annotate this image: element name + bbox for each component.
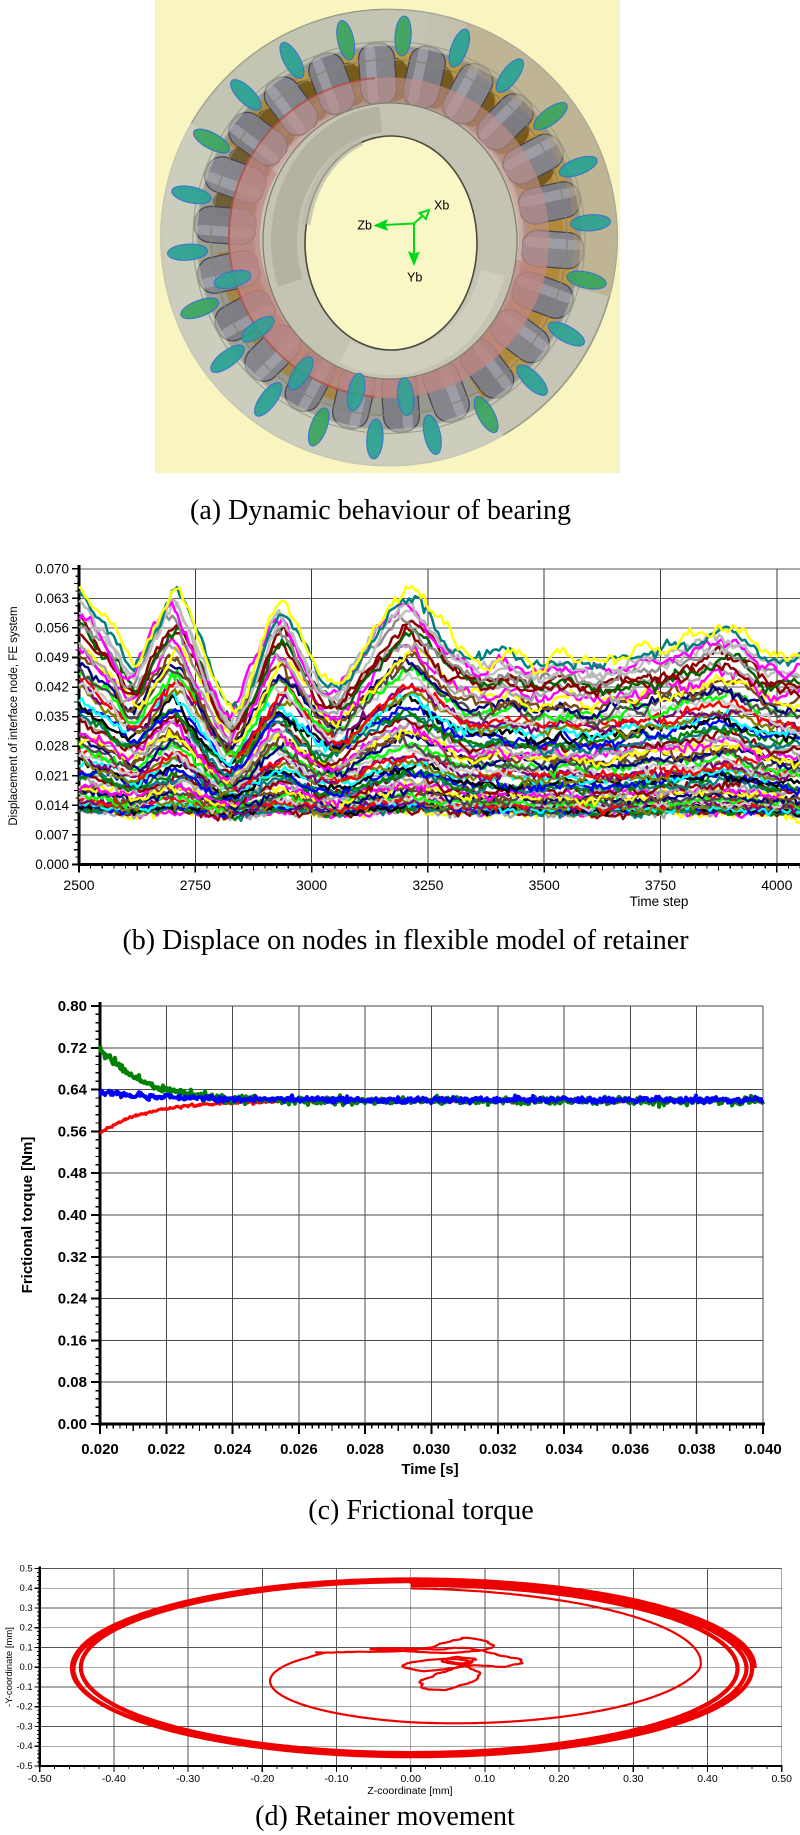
svg-text:0.028: 0.028 [346,1441,384,1458]
svg-text:0.030: 0.030 [413,1441,451,1458]
svg-text:0.021: 0.021 [35,768,69,783]
svg-text:0.1: 0.1 [19,1642,32,1653]
svg-text:0.040: 0.040 [744,1441,782,1458]
svg-text:Xb: Xb [434,199,449,213]
svg-text:0.2: 0.2 [19,1623,32,1634]
svg-text:0.24: 0.24 [58,1291,88,1308]
svg-text:-0.20: -0.20 [250,1773,274,1785]
svg-text:0.64: 0.64 [58,1082,88,1099]
svg-text:0.032: 0.032 [479,1441,517,1458]
svg-text:0.20: 0.20 [549,1773,570,1785]
svg-text:0.056: 0.056 [35,620,69,635]
svg-text:2500: 2500 [63,877,94,893]
svg-text:Displacement of interface node: Displacement of interface node, FE syste… [8,606,20,825]
svg-text:0.036: 0.036 [612,1441,650,1458]
svg-text:0.80: 0.80 [58,998,87,1015]
svg-text:3750: 3750 [645,877,676,893]
svg-text:0.08: 0.08 [58,1374,87,1391]
svg-text:Frictional torque [Nm]: Frictional torque [Nm] [19,1137,36,1294]
svg-text:0.48: 0.48 [58,1165,87,1182]
svg-text:0.049: 0.049 [35,650,69,665]
svg-text:0.50: 0.50 [771,1773,792,1785]
svg-text:2750: 2750 [180,877,211,893]
svg-text:0.00: 0.00 [58,1416,87,1433]
svg-text:0.063: 0.063 [35,591,69,606]
svg-text:0.16: 0.16 [58,1332,87,1349]
svg-text:0.10: 0.10 [475,1773,496,1785]
svg-text:0.3: 0.3 [19,1603,32,1614]
svg-text:0.40: 0.40 [697,1773,718,1785]
svg-text:0.0: 0.0 [19,1662,32,1673]
svg-text:-0.5: -0.5 [16,1761,32,1772]
svg-text:3000: 3000 [296,877,327,893]
svg-text:0.038: 0.038 [678,1441,716,1458]
svg-text:-0.40: -0.40 [102,1773,126,1785]
svg-text:3250: 3250 [412,877,443,893]
svg-text:0.026: 0.026 [280,1441,318,1458]
svg-text:0.5: 0.5 [19,1563,32,1574]
svg-text:Yb: Yb [407,271,422,285]
svg-text:-0.30: -0.30 [176,1773,200,1785]
svg-text:0.72: 0.72 [58,1040,87,1057]
svg-text:0.30: 0.30 [623,1773,644,1785]
svg-text:0.32: 0.32 [58,1249,87,1266]
svg-text:Time [s]: Time [s] [401,1461,458,1478]
svg-text:0.007: 0.007 [35,827,69,842]
svg-text:3500: 3500 [529,877,560,893]
svg-text:0.00: 0.00 [400,1773,421,1785]
svg-text:0.022: 0.022 [148,1441,186,1458]
svg-text:0.56: 0.56 [58,1123,87,1140]
svg-text:-0.2: -0.2 [16,1702,32,1713]
svg-text:Zb: Zb [357,219,372,233]
svg-text:0.014: 0.014 [35,798,69,813]
svg-text:-0.50: -0.50 [28,1773,52,1785]
svg-text:-0.1: -0.1 [16,1682,32,1693]
svg-text:0.035: 0.035 [35,709,69,724]
svg-text:0.070: 0.070 [35,561,69,576]
svg-text:4000: 4000 [761,877,792,893]
svg-text:0.4: 0.4 [19,1583,32,1594]
svg-text:Time step: Time step [630,894,689,909]
svg-text:Z-coordinate [mm]: Z-coordinate [mm] [367,1785,452,1797]
svg-text:0.042: 0.042 [35,680,69,695]
svg-text:0.020: 0.020 [81,1441,119,1458]
svg-text:-0.10: -0.10 [325,1773,349,1785]
svg-text:-0.4: -0.4 [16,1741,32,1752]
svg-text:0.028: 0.028 [35,739,69,754]
svg-text:0.034: 0.034 [545,1441,583,1458]
svg-text:-0.3: -0.3 [16,1722,32,1733]
svg-text:-Y-coordinate [mm]: -Y-coordinate [mm] [4,1627,15,1707]
svg-text:0.40: 0.40 [58,1207,87,1224]
svg-text:0.000: 0.000 [35,857,69,872]
svg-text:0.024: 0.024 [214,1441,252,1458]
